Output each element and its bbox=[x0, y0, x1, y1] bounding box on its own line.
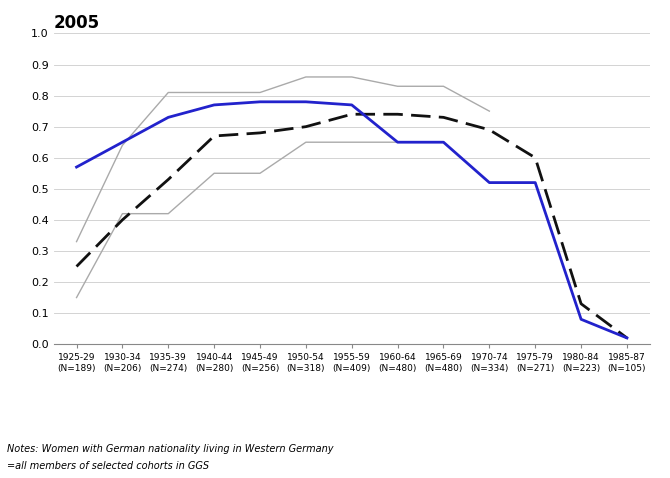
Text: =all members of selected cohorts in GGS: =all members of selected cohorts in GGS bbox=[7, 461, 209, 471]
Text: 2005: 2005 bbox=[54, 14, 100, 32]
Text: Notes: Women with German nationality living in Western Germany: Notes: Women with German nationality liv… bbox=[7, 444, 333, 454]
